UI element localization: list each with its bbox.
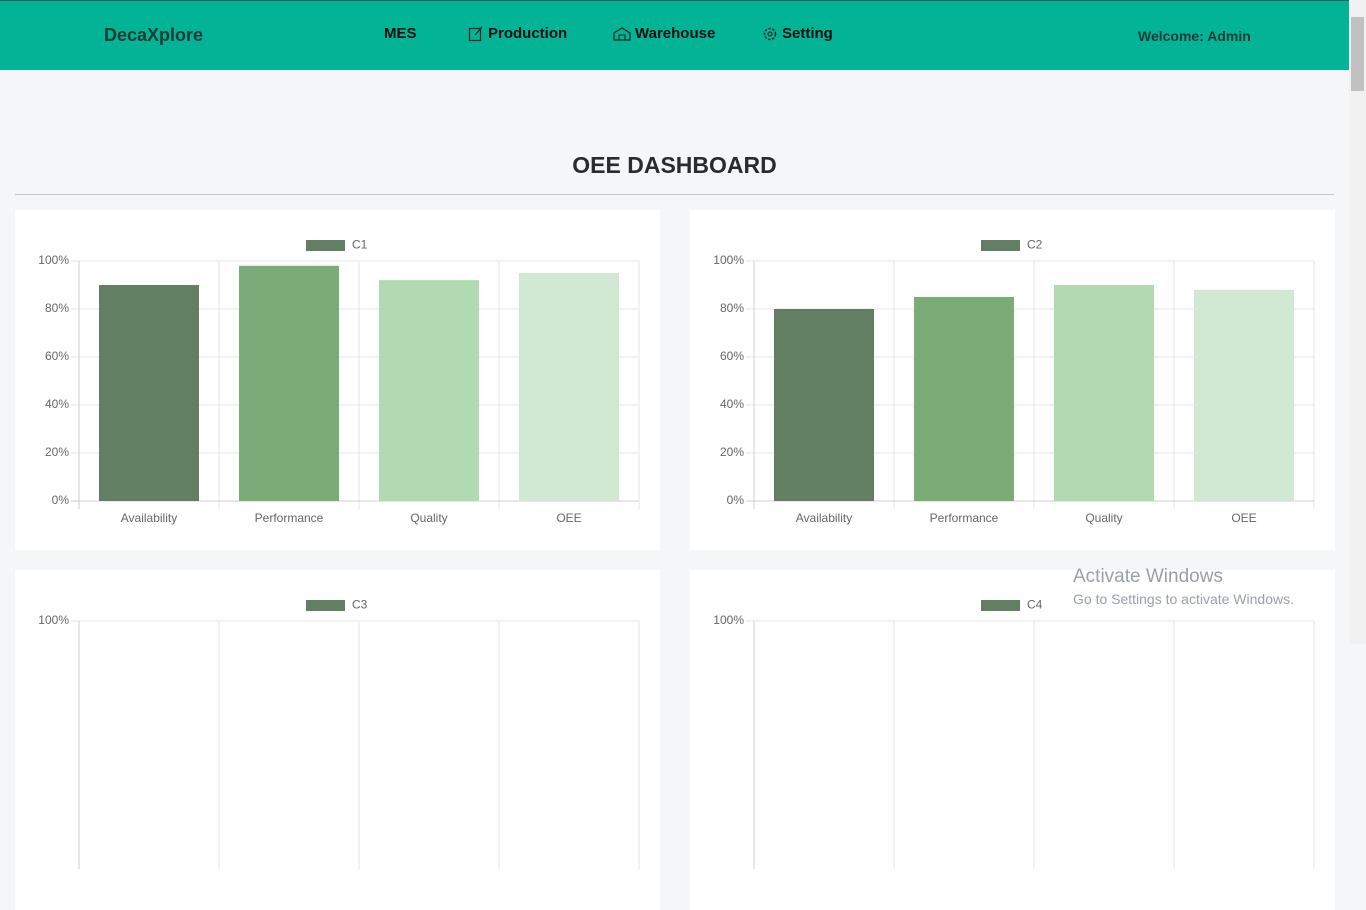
y-tick-label: 20% (45, 445, 69, 459)
y-tick-label: 80% (720, 301, 744, 315)
legend-label: C1 (352, 238, 368, 252)
chart: 100% C3 (38, 598, 640, 869)
icon (468, 26, 483, 42)
nav-link[interactable]: Production (468, 25, 567, 42)
page-title: OEE DASHBOARD (572, 152, 777, 178)
x-tick-label: Performance (930, 511, 999, 525)
divider (15, 194, 1334, 195)
chart: 0% 20% 40% 60% 80% 100% C2 Availability Performa… (713, 238, 1315, 525)
navbar: DecaXplore MES Production Warehouse Sett… (0, 0, 1349, 70)
y-tick-label: 100% (38, 253, 69, 267)
bar (1194, 289, 1294, 501)
scrollbar[interactable] (1349, 0, 1366, 644)
y-tick-label: 100% (713, 253, 744, 267)
legend-label: C4 (1027, 598, 1043, 612)
x-tick-label: OEE (1231, 511, 1256, 525)
legend-swatch (306, 240, 345, 251)
x-tick-label: Availability (796, 511, 852, 525)
y-tick-label: 60% (45, 349, 69, 363)
nav-link[interactable]: Setting (762, 25, 833, 42)
chart-panel: 0% 20% 40% 60% 80% 100% C2 Availability Performa… (690, 210, 1335, 550)
scrollbar-thumb[interactable] (1351, 17, 1364, 91)
x-tick-label: Quality (410, 511, 447, 525)
nav-link-text[interactable]: Production (488, 25, 568, 42)
x-tick-label: OEE (556, 511, 581, 525)
x-tick-label: Availability (121, 511, 177, 525)
watermark-subtitle: Go to Settings to activate Windows. (1073, 591, 1294, 607)
nav-link[interactable]: Warehouse (613, 25, 715, 42)
nav-link-text[interactable]: MES (384, 25, 417, 42)
page: {"navbar": {"brand": "DecaXplore", "link… (0, 0, 1366, 869)
icon (613, 26, 631, 41)
y-tick-label: 40% (720, 397, 744, 411)
legend-swatch (981, 600, 1020, 611)
chart-panel: 100% C4 (690, 570, 1335, 910)
y-tick-label: 100% (38, 613, 69, 627)
y-tick-label: 60% (720, 349, 744, 363)
brand[interactable]: DecaXplore (104, 25, 204, 45)
legend-label: C3 (352, 598, 368, 612)
welcome: Welcome: Admin (1138, 28, 1251, 44)
legend-swatch (306, 600, 345, 611)
y-tick-label: 20% (720, 445, 744, 459)
legend-label: C2 (1027, 238, 1043, 252)
y-tick-label: 80% (45, 301, 69, 315)
chart-panel: 0% 20% 40% 60% 80% 100% C1 Availability Performa… (15, 210, 660, 550)
watermark-title: Activate Windows (1073, 566, 1223, 587)
nav-link-text[interactable]: Warehouse (635, 25, 716, 42)
nav-link-text[interactable]: Setting (782, 25, 833, 42)
nav-link[interactable]: MES (384, 25, 417, 42)
bar (99, 285, 199, 501)
bar (1054, 285, 1154, 501)
legend-swatch (981, 240, 1020, 251)
bar (239, 265, 339, 501)
chart: 0% 20% 40% 60% 80% 100% C1 Availability Performa… (38, 238, 640, 525)
bar (914, 297, 1014, 501)
icon (763, 27, 777, 40)
y-tick-label: 0% (52, 493, 70, 507)
y-tick-label: 40% (45, 397, 69, 411)
bar (774, 309, 874, 501)
chart: 100% C4 (713, 598, 1315, 869)
bar (379, 280, 479, 501)
x-tick-label: Quality (1085, 511, 1122, 525)
bar (519, 273, 619, 501)
x-tick-label: Performance (255, 511, 324, 525)
y-tick-label: 100% (713, 613, 744, 627)
y-tick-label: 0% (727, 493, 745, 507)
chart-panel: 100% C3 (15, 570, 660, 910)
